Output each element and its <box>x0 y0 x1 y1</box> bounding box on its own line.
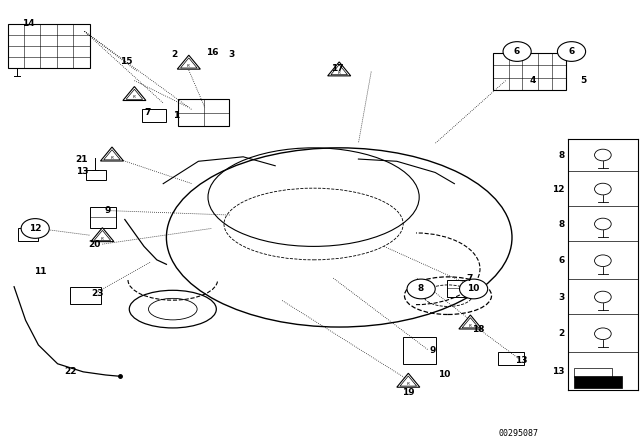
Bar <box>574 368 612 377</box>
Text: 18: 18 <box>472 325 484 334</box>
Text: 8: 8 <box>558 151 564 159</box>
Text: 7: 7 <box>144 108 150 117</box>
Text: 22: 22 <box>64 367 77 376</box>
Text: 12: 12 <box>552 185 564 194</box>
Text: 15: 15 <box>120 57 132 66</box>
Bar <box>86 170 106 180</box>
Text: 6: 6 <box>558 256 564 265</box>
Text: R: R <box>133 95 136 99</box>
Text: 13: 13 <box>552 367 564 376</box>
Text: 23: 23 <box>91 289 104 298</box>
Text: 8: 8 <box>418 284 424 293</box>
Polygon shape <box>459 315 482 329</box>
Text: 2: 2 <box>558 329 564 338</box>
Text: 16: 16 <box>206 48 219 57</box>
Text: 9: 9 <box>104 206 111 215</box>
Bar <box>403 337 436 364</box>
Text: 5: 5 <box>580 76 587 85</box>
Polygon shape <box>100 147 124 161</box>
Text: 21: 21 <box>76 155 88 164</box>
Text: 14: 14 <box>22 19 35 28</box>
Text: 10: 10 <box>438 370 451 379</box>
Bar <box>8 24 90 68</box>
Text: 17: 17 <box>331 64 344 73</box>
Text: R: R <box>469 324 472 328</box>
Polygon shape <box>328 62 351 76</box>
Text: 13: 13 <box>76 167 88 176</box>
Text: 3: 3 <box>228 50 235 59</box>
Polygon shape <box>91 228 114 241</box>
Bar <box>493 53 566 90</box>
Text: R: R <box>188 64 190 68</box>
Circle shape <box>407 279 435 299</box>
Text: 11: 11 <box>34 267 47 276</box>
Text: 20: 20 <box>88 240 101 249</box>
Circle shape <box>460 279 488 299</box>
Bar <box>18 228 38 241</box>
Polygon shape <box>397 373 420 387</box>
Bar <box>142 109 166 122</box>
Text: 8: 8 <box>558 220 564 228</box>
Bar <box>70 287 101 304</box>
Text: 6: 6 <box>568 47 575 56</box>
Text: 10: 10 <box>467 284 480 293</box>
Text: 9: 9 <box>429 346 436 355</box>
Text: R: R <box>111 156 113 160</box>
Bar <box>178 99 229 126</box>
Bar <box>498 352 524 365</box>
Bar <box>447 280 477 297</box>
Text: 19: 19 <box>402 388 415 396</box>
Text: R: R <box>338 71 340 75</box>
Text: 12: 12 <box>29 224 42 233</box>
Circle shape <box>503 42 531 61</box>
Circle shape <box>557 42 586 61</box>
Bar <box>90 207 116 228</box>
Text: 00295087: 00295087 <box>499 429 538 438</box>
Text: 2: 2 <box>171 50 177 59</box>
Circle shape <box>21 219 49 238</box>
Bar <box>574 376 622 388</box>
Text: 6: 6 <box>514 47 520 56</box>
Text: R: R <box>407 382 410 386</box>
Text: 3: 3 <box>558 293 564 302</box>
Text: 13: 13 <box>515 356 528 365</box>
Text: 4: 4 <box>530 76 536 85</box>
Text: R: R <box>101 237 104 241</box>
Text: 1: 1 <box>173 111 179 120</box>
Text: 7: 7 <box>466 274 472 283</box>
Polygon shape <box>123 86 146 100</box>
Polygon shape <box>177 55 200 69</box>
